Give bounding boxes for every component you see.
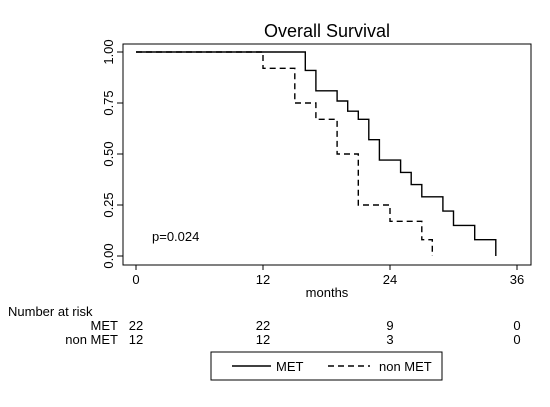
y-tick-label: 0.25 (101, 192, 116, 217)
risk-count: 22 (129, 318, 143, 333)
legend-label: non MET (379, 359, 432, 374)
chart-title: Overall Survival (264, 21, 390, 41)
risk-count: 12 (129, 332, 143, 347)
risk-table: Number at risk MET 22 22 9 0 non MET 12 12 3 0 (8, 304, 521, 347)
x-tick-label: 12 (256, 272, 270, 287)
risk-row-label: non MET (65, 332, 118, 347)
risk-table-title: Number at risk (8, 304, 93, 319)
x-tick-label: 24 (383, 272, 397, 287)
risk-count: 22 (256, 318, 270, 333)
risk-count: 3 (386, 332, 393, 347)
x-tick-label: 36 (510, 272, 524, 287)
series-layer (136, 51, 497, 256)
risk-row-label: MET (91, 318, 119, 333)
risk-count: 9 (386, 318, 393, 333)
y-tick-label: 1.00 (101, 39, 116, 64)
legend: MET non MET (210, 351, 443, 381)
legend-label: MET (276, 359, 304, 374)
x-tick-label: 0 (132, 272, 139, 287)
y-tick-label: 0.50 (101, 141, 116, 166)
series-met-curve (136, 51, 497, 256)
y-tick-label: 0.75 (101, 90, 116, 115)
risk-count: 0 (513, 332, 520, 347)
risk-count: 12 (256, 332, 270, 347)
x-axis: 0 12 24 36 (132, 265, 524, 287)
series-non-met-curve (136, 51, 433, 256)
y-axis: 0.00 0.25 0.50 0.75 1.00 (101, 39, 123, 269)
risk-count: 0 (513, 318, 520, 333)
legend-box (210, 351, 443, 381)
x-axis-label: months (306, 285, 349, 300)
y-tick-label: 0.00 (101, 243, 116, 268)
p-value-annotation: p=0.024 (152, 229, 199, 244)
